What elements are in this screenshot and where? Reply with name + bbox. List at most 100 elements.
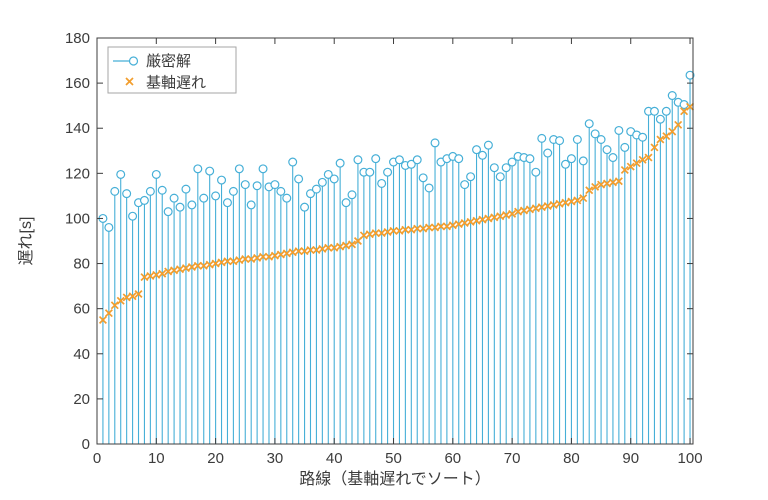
x-stroke [211, 259, 220, 268]
exact-marker [590, 129, 600, 139]
x-tick-label: 50 [385, 450, 402, 467]
x-stroke [395, 226, 404, 235]
x-stroke [270, 251, 279, 260]
exact-marker [596, 135, 606, 145]
base-marker [205, 260, 214, 269]
base-marker [353, 236, 362, 246]
x-stroke [300, 247, 309, 256]
x-stroke [330, 243, 339, 252]
base-marker [442, 222, 451, 231]
exact-marker [258, 164, 268, 174]
base-marker [620, 165, 629, 174]
base-marker [365, 230, 374, 239]
x-stroke [650, 143, 659, 152]
exact-marker [483, 140, 493, 150]
base-marker [377, 229, 386, 238]
exact-marker [341, 198, 351, 208]
x-stroke [158, 269, 167, 278]
base-marker [686, 102, 695, 111]
x-stroke [318, 244, 327, 253]
base-marker [448, 221, 457, 230]
base-marker [306, 246, 315, 255]
exact-marker [246, 200, 256, 210]
x-stroke [686, 102, 695, 111]
base-marker [490, 213, 499, 222]
base-marker [650, 143, 659, 152]
base-marker [187, 262, 196, 271]
exact-marker [122, 189, 132, 199]
base-marker [264, 252, 273, 261]
exact-marker [638, 132, 648, 142]
x-stroke [217, 258, 226, 267]
base-marker [128, 292, 137, 301]
base-marker [152, 270, 161, 279]
base-marker [253, 253, 262, 262]
exact-marker [572, 135, 582, 145]
base-marker [140, 273, 149, 282]
base-marker [312, 246, 321, 255]
x-stroke [668, 127, 677, 136]
base-marker [276, 250, 285, 259]
x-stroke [638, 155, 647, 164]
x-stroke [235, 256, 244, 265]
base-marker [342, 241, 351, 250]
x-stroke [377, 229, 386, 238]
exact-marker [205, 166, 215, 176]
x-stroke [478, 215, 487, 224]
legend-label-exact: 厳密解 [146, 53, 191, 70]
exact-marker [525, 154, 535, 164]
exact-marker [199, 193, 209, 203]
base-marker [508, 209, 517, 218]
x-stroke [122, 293, 131, 302]
exact-marker [163, 207, 173, 217]
x-stroke [187, 262, 196, 271]
legend: 厳密解 基軸遅れ [107, 46, 237, 94]
base-marker [502, 211, 511, 220]
exact-marker [329, 174, 339, 184]
x-stroke [353, 236, 362, 246]
x-stroke [181, 264, 190, 273]
exact-marker [181, 184, 191, 194]
x-tick-label: 90 [622, 450, 639, 467]
base-marker [229, 257, 238, 266]
x-tick-label: 10 [148, 450, 165, 467]
x-stroke [614, 177, 623, 186]
base-marker [460, 218, 469, 227]
base-marker [389, 226, 398, 235]
x-stroke [110, 301, 119, 310]
x-tick-label: 100 [678, 450, 703, 467]
exact-marker [169, 193, 179, 203]
x-tick-label: 70 [504, 450, 521, 467]
base-marker [585, 186, 594, 195]
x-stroke [152, 270, 161, 279]
x-stroke [531, 204, 540, 213]
base-marker [680, 107, 689, 116]
exact-marker [477, 150, 487, 160]
exact-marker [323, 169, 333, 179]
base-marker [537, 203, 546, 212]
exact-marker [489, 163, 499, 173]
exact-marker [335, 158, 345, 168]
x-tick-label: 40 [326, 450, 343, 467]
base-marker [336, 242, 345, 251]
exact-marker [104, 222, 114, 232]
base-marker [419, 224, 428, 233]
y-tick-label: 140 [65, 120, 90, 137]
exact-marker [157, 185, 167, 195]
exact-marker [282, 193, 292, 203]
x-stroke [472, 216, 481, 225]
x-stroke [454, 220, 463, 229]
base-marker [110, 301, 119, 310]
exact-marker [317, 177, 327, 187]
exact-marker [347, 190, 357, 200]
x-stroke [116, 296, 125, 305]
exact-marker [383, 167, 393, 177]
base-marker [98, 315, 107, 324]
x-stroke [519, 206, 528, 215]
exact-marker [193, 164, 203, 174]
x-stroke [223, 257, 232, 266]
base-marker [235, 256, 244, 265]
x-stroke [348, 240, 357, 249]
base-marker [662, 132, 671, 141]
